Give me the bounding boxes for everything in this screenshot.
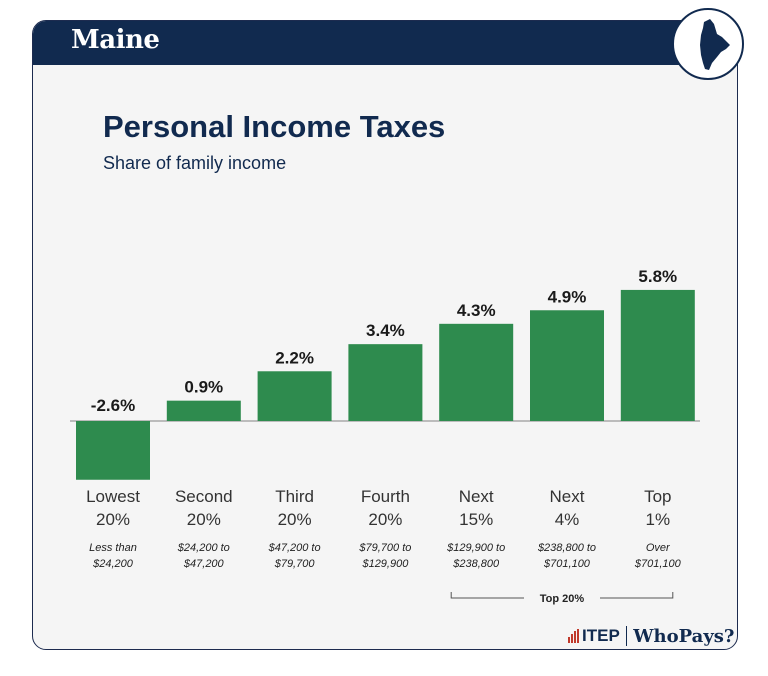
category-share-5: 15% <box>459 510 493 529</box>
income-range-7-line2: $701,100 <box>634 558 682 570</box>
category-share-3: 20% <box>278 510 312 529</box>
data-label-4: 3.4% <box>366 321 405 340</box>
category-label-5: Next <box>459 487 494 506</box>
income-range-1-line2: $24,200 <box>92 558 134 570</box>
category-label-6: Next <box>550 487 585 506</box>
income-range-5-line1: $129,900 to <box>446 542 505 554</box>
data-label-6: 4.9% <box>548 287 587 306</box>
chart-card: Maine Personal Income Taxes Share of fam… <box>32 20 738 650</box>
logo-itep-text: ITEP <box>582 626 620 645</box>
category-label-2: Second <box>175 487 233 506</box>
bar-4 <box>348 344 423 421</box>
state-name: Maine <box>71 25 160 55</box>
bar-1 <box>76 421 150 480</box>
page-subtitle: Share of family income <box>103 153 287 173</box>
category-label-4: Fourth <box>361 487 410 506</box>
data-label-7: 5.8% <box>638 267 677 286</box>
state-badge <box>672 8 744 80</box>
itep-whopays-logo: ITEP WhoPays? <box>568 622 734 650</box>
data-label-3: 2.2% <box>275 348 314 367</box>
income-range-6-line1: $238,800 to <box>537 542 596 554</box>
logo-separator <box>625 626 628 646</box>
income-range-5-line2: $238,800 <box>452 558 500 570</box>
bar-7 <box>620 289 695 421</box>
maine-map-icon <box>700 19 730 70</box>
income-range-2-line2: $47,200 <box>183 558 225 570</box>
category-share-1: 20% <box>96 510 130 529</box>
income-range-1-line1: Less than <box>89 542 137 554</box>
data-label-2: 0.9% <box>184 378 223 397</box>
bar-2 <box>166 400 241 421</box>
page-title: Personal Income Taxes <box>103 109 446 144</box>
category-share-7: 1% <box>646 510 671 529</box>
data-label-1: -2.6% <box>91 396 135 415</box>
state-banner: Maine <box>33 21 737 65</box>
income-range-2-line1: $24,200 to <box>177 542 230 554</box>
itep-bars-icon <box>568 629 580 643</box>
income-range-7-line1: Over <box>646 542 671 554</box>
category-label-3: Third <box>275 487 314 506</box>
income-range-4-line1: $79,700 to <box>358 542 411 554</box>
category-label-7: Top <box>644 487 671 506</box>
bracket-left <box>450 592 524 599</box>
income-range-4-line2: $129,900 <box>361 558 409 570</box>
income-range-6-line2: $701,100 <box>543 558 591 570</box>
income-range-3-line1: $47,200 to <box>268 542 321 554</box>
category-share-4: 20% <box>368 510 402 529</box>
bar-3 <box>257 371 332 421</box>
bracket-right <box>600 592 674 599</box>
bar-6 <box>530 310 604 421</box>
category-share-6: 4% <box>555 510 580 529</box>
income-range-3-line2: $79,700 <box>274 558 316 570</box>
category-share-2: 20% <box>187 510 221 529</box>
bracket-label: Top 20% <box>540 593 585 605</box>
data-label-5: 4.3% <box>457 301 496 320</box>
category-label-1: Lowest <box>86 487 140 506</box>
bar-5 <box>439 323 514 421</box>
logo-whopays-text: WhoPays? <box>633 625 735 647</box>
